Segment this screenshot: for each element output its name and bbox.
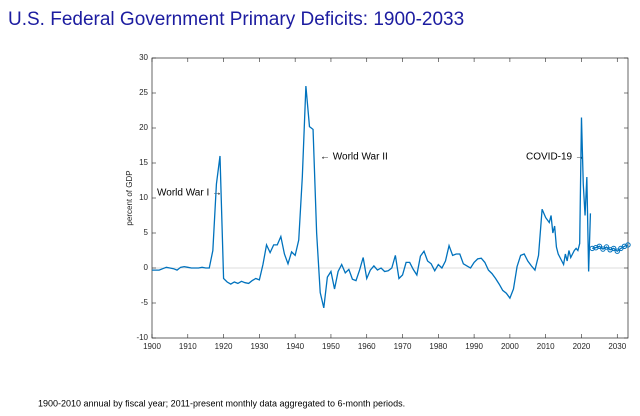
y-axis-label: percent of GDP [125, 170, 134, 225]
footnote: 1900-2010 annual by fiscal year; 2011-pr… [38, 398, 405, 408]
x-tick-label: 2000 [501, 342, 519, 351]
y-tick-label: 15 [139, 158, 148, 167]
y-tick-label: 20 [139, 123, 148, 132]
y-tick-label: -5 [141, 298, 149, 307]
x-tick-label: 1910 [179, 342, 197, 351]
x-tick-label: 1900 [143, 342, 161, 351]
data-point [625, 242, 631, 248]
annotation: COVID-19 → [526, 152, 585, 163]
x-tick-label: 1950 [322, 342, 340, 351]
y-tick-label: -10 [136, 333, 148, 342]
x-tick-label: 2010 [537, 342, 555, 351]
x-tick-label: 1940 [286, 342, 304, 351]
x-tick-label: 1930 [250, 342, 268, 351]
x-tick-label: 1960 [358, 342, 376, 351]
x-tick-label: 1980 [429, 342, 447, 351]
data-line [152, 85, 592, 309]
annotation: ← World War II [320, 152, 388, 163]
y-tick-label: 0 [144, 263, 149, 272]
x-tick-label: 2020 [573, 342, 591, 351]
plot-frame [151, 57, 629, 339]
x-tick-label: 1920 [215, 342, 233, 351]
x-tick-label: 2030 [608, 342, 626, 351]
chart-title: U.S. Federal Government Primary Deficits… [8, 9, 464, 30]
y-tick-label: 5 [144, 228, 149, 237]
y-tick-label: 25 [139, 88, 148, 97]
y-tick-label: 30 [139, 53, 148, 62]
data-point [589, 245, 595, 252]
data-point [603, 244, 610, 250]
data-point [614, 248, 620, 254]
data-point [596, 243, 603, 250]
y-tick-label: 10 [139, 193, 148, 202]
data-point [610, 245, 617, 252]
annotation: World War I → [157, 188, 222, 199]
x-tick-label: 1990 [465, 342, 483, 351]
x-tick-label: 1970 [394, 342, 412, 351]
